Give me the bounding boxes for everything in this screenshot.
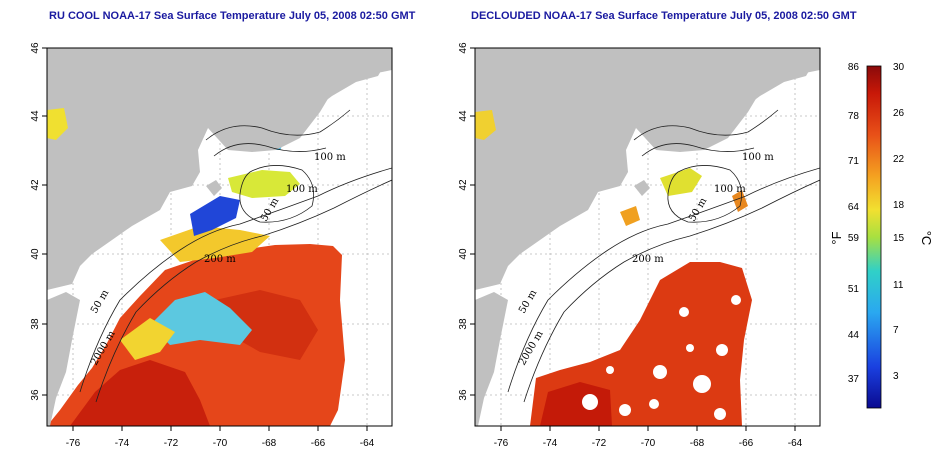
celsius-tick-label: 22 (893, 154, 905, 165)
left-yellow-shelf-band (160, 226, 270, 262)
left-y-tick-label: 40 (30, 248, 41, 260)
right-contour-label-100m-east: 100 m (714, 184, 746, 195)
left-map-title: RU COOL NOAA-17 Sea Surface Temperature … (49, 10, 416, 22)
right-cloud-gaps (582, 295, 741, 420)
left-gulf-maine-cold (190, 196, 240, 236)
celsius-tick-label: 3 (893, 371, 899, 382)
left-y-tick-label: 36 (30, 389, 41, 401)
right-y-tick-label: 36 (458, 389, 469, 401)
left-bathymetry-contours (79, 109, 392, 403)
celsius-tick-label: 11 (893, 280, 904, 291)
fahrenheit-tick-label: 51 (848, 284, 860, 295)
right-x-tick-label: -64 (788, 438, 803, 449)
right-land-south (475, 292, 508, 426)
left-contour-label-200m: 200 m (204, 254, 236, 265)
left-y-tick-label: 46 (30, 42, 41, 54)
right-nova-scotia-land (728, 62, 813, 108)
right-x-tick-label: -68 (690, 438, 705, 449)
left-georges-bank-warm (228, 170, 300, 198)
left-hot-sst-patch-2 (215, 290, 318, 360)
celsius-tick-label: 30 (893, 62, 905, 73)
fahrenheit-tick-label: 37 (848, 374, 860, 385)
celsius-tick-label: 15 (893, 233, 905, 244)
right-y-tick-label: 42 (458, 179, 469, 191)
right-contour-label-100m-north: 100 m (742, 152, 774, 163)
left-coastal-yellow (47, 108, 68, 140)
right-x-tick-label: -72 (592, 438, 607, 449)
left-yellow-sst-band (120, 318, 175, 360)
right-x-tick-label: -66 (739, 438, 754, 449)
left-x-tick-label: -68 (262, 438, 277, 449)
left-x-tick-label: -64 (360, 438, 375, 449)
left-contour-label-100m-east: 100 m (286, 184, 318, 195)
colorbar-gradient (866, 65, 882, 409)
fahrenheit-tick-label: 44 (848, 330, 860, 341)
right-cape-cod (634, 180, 650, 196)
left-land-south (47, 292, 80, 426)
fahrenheit-unit-label: °F (829, 231, 844, 244)
fahrenheit-tick-label: 64 (848, 202, 860, 213)
left-hot-sst-patch (70, 360, 210, 426)
left-x-tick-label: -66 (311, 438, 326, 449)
fahrenheit-tick-label: 86 (848, 62, 860, 73)
left-y-tick-label: 42 (30, 179, 41, 191)
celsius-unit-label: °C (919, 231, 934, 246)
right-hot-sst-patch (540, 382, 612, 426)
celsius-tick-label: 7 (893, 325, 899, 336)
right-map: 100 m 100 m 50 m 200 m 50 m 2000 m -76 -… (458, 42, 821, 449)
left-map: 100 m 100 m 50 m 200 m 50 m 2000 m -76 -… (30, 42, 393, 449)
fahrenheit-tick-label: 71 (848, 156, 860, 167)
right-coastal-yellow (475, 110, 496, 140)
right-contour-label-200m: 200 m (632, 254, 664, 265)
fahrenheit-tick-label: 78 (848, 111, 860, 122)
right-map-title: DECLOUDED NOAA-17 Sea Surface Temperatur… (471, 10, 857, 22)
left-x-tick-label: -74 (115, 438, 130, 449)
right-georges-bank-warm (660, 168, 702, 196)
right-land-north (475, 48, 820, 290)
right-y-tick-label: 46 (458, 42, 469, 54)
left-x-tick-label: -72 (164, 438, 179, 449)
left-nova-scotia-land (300, 62, 385, 108)
left-cool-sst-band (150, 292, 252, 345)
left-cape-cod (206, 180, 222, 196)
right-x-tick-label: -74 (543, 438, 558, 449)
right-shelf-orange-2 (732, 190, 748, 212)
right-x-tick-label: -70 (641, 438, 656, 449)
left-y-tick-label: 44 (30, 110, 41, 122)
right-y-tick-label: 40 (458, 248, 469, 260)
fahrenheit-tick-label: 59 (848, 233, 860, 244)
left-land-north (47, 48, 392, 290)
left-contour-label-100m-north: 100 m (314, 152, 346, 163)
celsius-tick-label: 26 (893, 108, 905, 119)
celsius-tick-label: 18 (893, 200, 905, 211)
right-shelf-orange (620, 206, 640, 226)
right-bathymetry-contours (507, 109, 820, 403)
right-x-tick-label: -76 (494, 438, 509, 449)
left-x-tick-label: -70 (213, 438, 228, 449)
left-y-tick-label: 38 (30, 318, 41, 330)
right-y-tick-label: 44 (458, 110, 469, 122)
temperature-colorbar: 86 78 71 64 59 51 44 37 30 26 22 18 15 1… (829, 62, 934, 409)
right-y-tick-label: 38 (458, 318, 469, 330)
left-x-tick-label: -76 (66, 438, 81, 449)
